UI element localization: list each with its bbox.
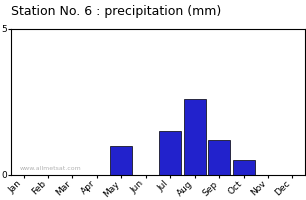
Bar [233,160,255,175]
Bar [110,146,132,175]
Text: Station No. 6 : precipitation (mm): Station No. 6 : precipitation (mm) [11,5,222,18]
Bar [184,99,206,175]
Bar [159,131,181,175]
Text: www.allmetsat.com: www.allmetsat.com [20,166,82,171]
Bar [208,140,230,175]
